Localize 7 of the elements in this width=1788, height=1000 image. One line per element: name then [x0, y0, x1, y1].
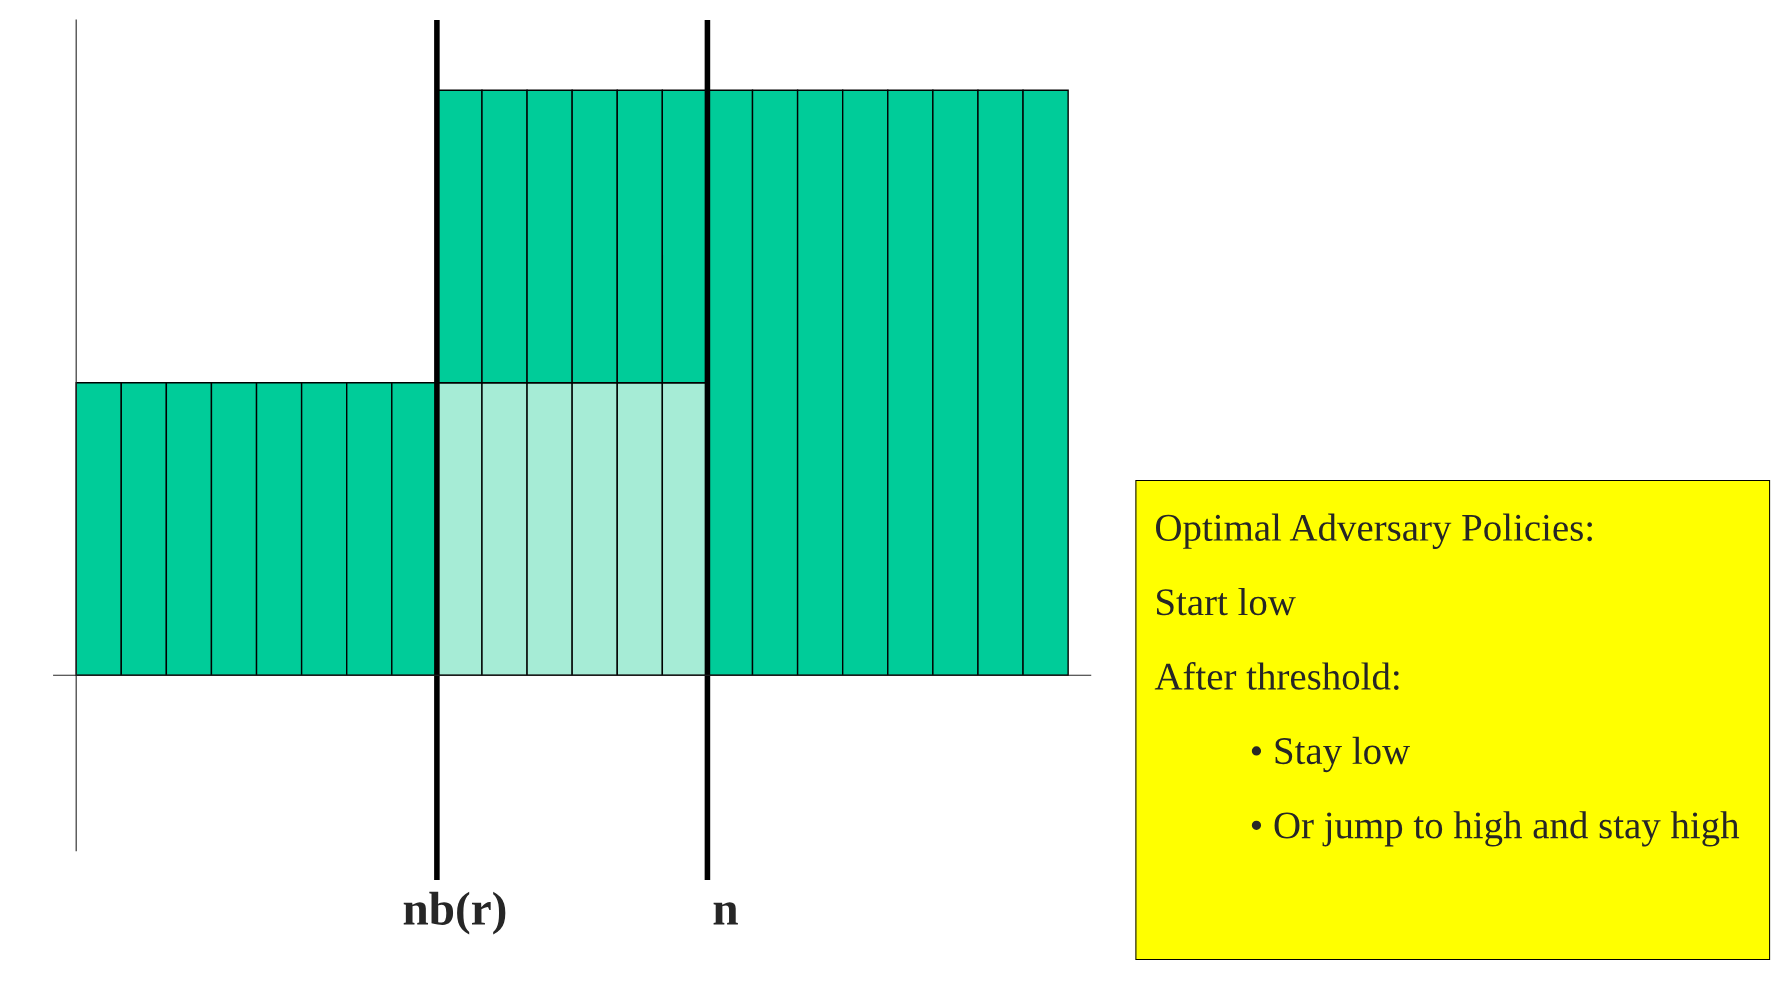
text: • Stay low: [1251, 736, 1410, 773]
text: n: [713, 902, 738, 925]
text: After threshold:: [1154, 662, 1399, 690]
text: Start low: [1157, 588, 1296, 616]
text: Optimal Adversary Policies:: [1156, 513, 1592, 549]
text: • Or jump to high and stay high: [1251, 811, 1740, 847]
text: nb(r): [403, 891, 506, 935]
